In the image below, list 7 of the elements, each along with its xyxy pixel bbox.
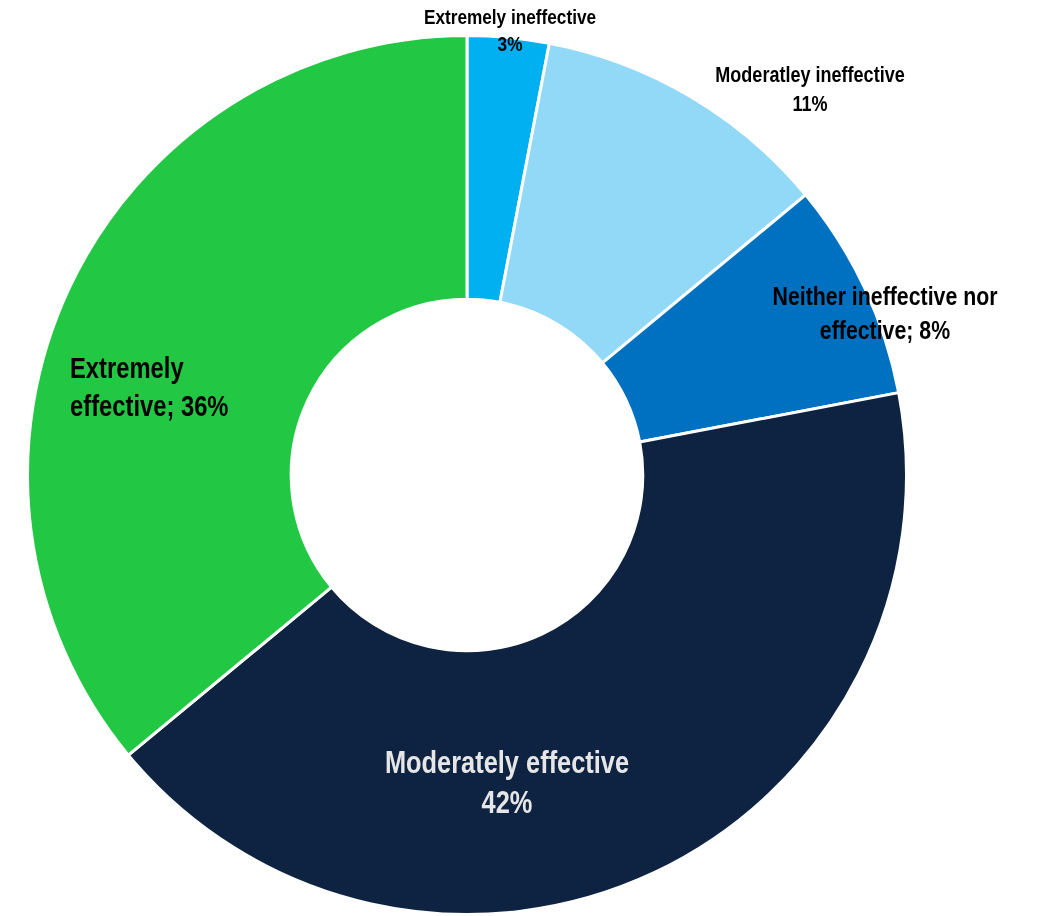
data-label: 42%: [481, 784, 533, 820]
slice-label: Extremely effective; 36%: [70, 351, 229, 423]
data-label: 11%: [792, 90, 828, 116]
data-label: 3%: [497, 32, 523, 56]
slice-label: Extremely ineffective: [423, 5, 597, 29]
slice-label: Moderatley ineffective: [715, 62, 905, 87]
slice-label: Moderately effective: [384, 744, 630, 780]
